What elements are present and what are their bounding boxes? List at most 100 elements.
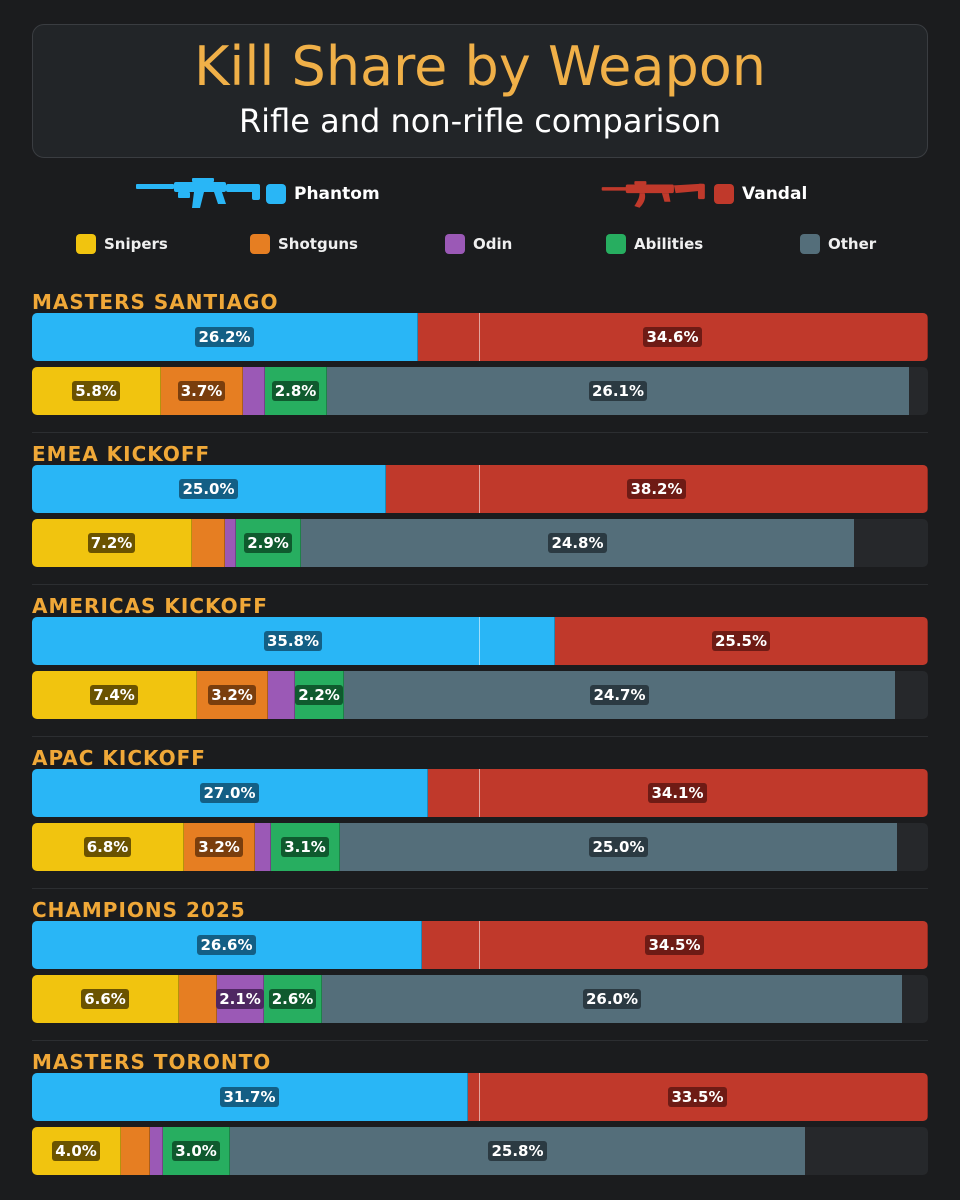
odin-segment — [225, 519, 236, 567]
vandal-segment: 34.6% — [418, 313, 928, 361]
other-value-label: 26.1% — [588, 381, 648, 401]
phantom-value-label: 26.2% — [195, 327, 254, 347]
shotguns-segment: 3.2% — [197, 671, 268, 719]
other-segment: 25.0% — [340, 823, 897, 871]
other-swatch — [800, 234, 820, 254]
vandal-segment: 34.1% — [428, 769, 928, 817]
abilities-segment: 3.1% — [271, 823, 340, 871]
phantom-segment: 25.0% — [32, 465, 386, 513]
odin-segment — [243, 367, 265, 415]
vandal-rifle-icon — [601, 181, 705, 208]
chart-subtitle: Rifle and non-rifle comparison — [238, 102, 722, 140]
odin-segment — [268, 671, 295, 719]
event-separator — [32, 736, 928, 737]
event-separator — [32, 888, 928, 889]
snipers-segment: 5.8% — [32, 367, 161, 415]
abilities-segment: 2.9% — [236, 519, 301, 567]
non-rifle-bar: 7.2% 2.9% 24.8% — [32, 519, 928, 567]
abilities-value-label: 2.9% — [244, 533, 292, 553]
fifty-percent-marker — [479, 921, 480, 969]
phantom-value-label: 31.7% — [220, 1087, 279, 1107]
phantom-rifle-icon — [136, 178, 260, 208]
legend-item-vandal: Vandal — [600, 176, 807, 212]
vandal-value-label: 34.6% — [643, 327, 702, 347]
fifty-percent-marker — [479, 313, 480, 361]
snipers-value-label: 6.8% — [83, 837, 132, 857]
phantom-segment: 35.8% — [32, 617, 555, 665]
fifty-percent-marker — [479, 769, 480, 817]
legend-item-abilities: Abilities — [606, 232, 703, 256]
odin-segment: 2.1% — [216, 975, 264, 1023]
phantom-value-label: 26.6% — [197, 935, 256, 955]
shotguns-segment — [192, 519, 225, 567]
event-separator — [32, 1040, 928, 1041]
vandal-segment: 34.5% — [422, 921, 928, 969]
other-segment: 25.8% — [230, 1127, 805, 1175]
shotguns-swatch — [250, 234, 270, 254]
event-title: CHAMPIONS 2025 — [32, 898, 246, 922]
non-rifle-bar: 5.8% 3.7% 2.8% 26.1% — [32, 367, 928, 415]
rifle-bar: 27.0% 34.1% — [32, 769, 928, 817]
snipers-swatch — [76, 234, 96, 254]
phantom-segment: 26.2% — [32, 313, 418, 361]
other-segment: 26.0% — [322, 975, 902, 1023]
legend-label-shotguns: Shotguns — [278, 235, 358, 253]
event-title: EMEA KICKOFF — [32, 442, 211, 466]
vandal-swatch — [714, 184, 734, 204]
abilities-segment: 2.2% — [295, 671, 344, 719]
abilities-value-label: 3.1% — [281, 837, 329, 857]
abilities-value-label: 2.8% — [271, 381, 320, 401]
shotguns-segment — [179, 975, 217, 1023]
shotguns-segment: 3.7% — [161, 367, 243, 415]
other-segment: 24.7% — [344, 671, 895, 719]
legend-item-other: Other — [800, 232, 876, 256]
snipers-segment: 7.2% — [32, 519, 192, 567]
other-value-label: 25.0% — [589, 837, 648, 857]
other-segment: 26.1% — [327, 367, 909, 415]
snipers-value-label: 4.0% — [52, 1141, 100, 1161]
non-rifle-bar: 4.0% 3.0% 25.8% — [32, 1127, 928, 1175]
rifle-bar: 26.2% 34.6% — [32, 313, 928, 361]
vandal-value-label: 34.5% — [645, 935, 704, 955]
non-rifle-bar: 7.4% 3.2% 2.2% 24.7% — [32, 671, 928, 719]
vandal-value-label: 33.5% — [668, 1087, 727, 1107]
phantom-segment: 26.6% — [32, 921, 422, 969]
abilities-value-label: 2.2% — [295, 685, 343, 705]
legend-item-snipers: Snipers — [76, 232, 168, 256]
vandal-segment: 25.5% — [555, 617, 928, 665]
legend-item-phantom: Phantom — [134, 176, 380, 212]
snipers-segment: 6.6% — [32, 975, 179, 1023]
non-rifle-bar: 6.8% 3.2% 3.1% 25.0% — [32, 823, 928, 871]
event-separator — [32, 432, 928, 433]
abilities-value-label: 3.0% — [172, 1141, 220, 1161]
snipers-segment: 4.0% — [32, 1127, 121, 1175]
fifty-percent-marker — [479, 1073, 480, 1121]
snipers-value-label: 5.8% — [72, 381, 120, 401]
shotguns-segment — [121, 1127, 150, 1175]
abilities-segment: 2.6% — [264, 975, 322, 1023]
phantom-segment: 27.0% — [32, 769, 428, 817]
abilities-swatch — [606, 234, 626, 254]
phantom-value-label: 35.8% — [263, 631, 323, 651]
vandal-value-label: 25.5% — [711, 631, 771, 651]
shotguns-value-label: 3.2% — [208, 685, 256, 705]
shotguns-value-label: 3.2% — [195, 837, 243, 857]
odin-value-label: 2.1% — [216, 989, 264, 1009]
event-title: AMERICAS KICKOFF — [32, 594, 268, 618]
snipers-value-label: 7.4% — [90, 685, 138, 705]
shotguns-segment: 3.2% — [184, 823, 255, 871]
phantom-swatch — [266, 184, 286, 204]
other-segment: 24.8% — [301, 519, 854, 567]
legend-item-shotguns: Shotguns — [250, 232, 358, 256]
legend-label-odin: Odin — [473, 235, 513, 253]
other-value-label: 25.8% — [488, 1141, 547, 1161]
legend-label-vandal: Vandal — [742, 184, 808, 204]
rifle-bar: 31.7% 33.5% — [32, 1073, 928, 1121]
odin-segment — [255, 823, 271, 871]
chart-title: Kill Share by Weapon — [193, 35, 767, 98]
phantom-value-label: 25.0% — [179, 479, 238, 499]
vandal-segment: 33.5% — [468, 1073, 928, 1121]
abilities-segment: 2.8% — [265, 367, 327, 415]
event-separator — [32, 584, 928, 585]
legend-label-other: Other — [828, 235, 877, 253]
